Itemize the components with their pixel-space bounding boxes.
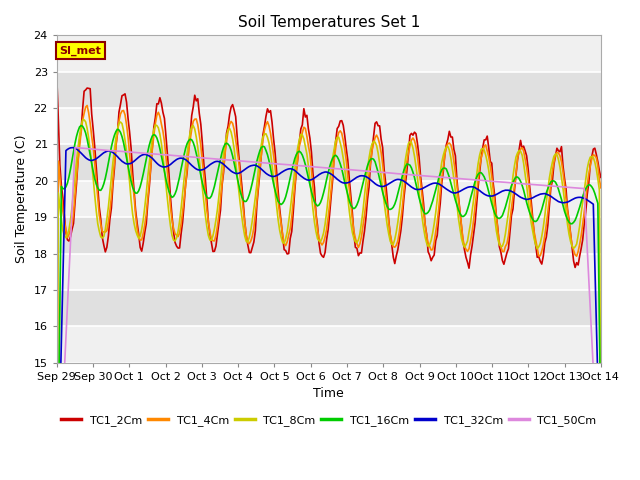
TC1_50Cm — [217, 156, 225, 162]
Bar — [57, 217, 601, 253]
TC1_4Cm — [597, 185, 605, 191]
TC1_16Cm — [217, 156, 225, 161]
TC1_4Cm — [217, 195, 225, 201]
TC1_32Cm — [568, 197, 576, 203]
TC1_16Cm — [121, 147, 129, 153]
TC1_8Cm — [80, 117, 88, 123]
Bar — [57, 253, 601, 290]
TC1_50Cm — [235, 158, 243, 164]
TC1_32Cm — [217, 159, 225, 165]
TC1_4Cm — [568, 243, 576, 249]
TC1_2Cm — [243, 232, 250, 238]
TC1_2Cm — [291, 188, 299, 193]
TC1_8Cm — [568, 243, 576, 249]
Legend: TC1_2Cm, TC1_4Cm, TC1_8Cm, TC1_16Cm, TC1_32Cm, TC1_50Cm: TC1_2Cm, TC1_4Cm, TC1_8Cm, TC1_16Cm, TC1… — [57, 411, 601, 431]
TC1_2Cm — [568, 244, 576, 250]
TC1_8Cm — [244, 239, 252, 245]
TC1_32Cm — [235, 170, 243, 176]
TC1_50Cm — [568, 185, 576, 191]
X-axis label: Time: Time — [314, 387, 344, 400]
TC1_2Cm — [53, 75, 61, 81]
Y-axis label: Soil Temperature (C): Soil Temperature (C) — [15, 135, 28, 264]
Line: TC1_8Cm: TC1_8Cm — [57, 120, 601, 434]
TC1_2Cm — [465, 265, 473, 271]
TC1_50Cm — [121, 149, 129, 155]
TC1_4Cm — [121, 112, 129, 118]
TC1_16Cm — [235, 182, 243, 188]
TC1_16Cm — [597, 439, 605, 445]
Line: TC1_32Cm: TC1_32Cm — [57, 148, 601, 480]
TC1_8Cm — [121, 137, 129, 143]
Line: TC1_16Cm: TC1_16Cm — [57, 126, 601, 480]
TC1_2Cm — [234, 133, 241, 139]
TC1_32Cm — [121, 160, 129, 166]
TC1_16Cm — [77, 123, 85, 129]
TC1_8Cm — [292, 154, 300, 160]
TC1_4Cm — [292, 168, 300, 174]
TC1_32Cm — [292, 169, 300, 175]
Bar — [57, 181, 601, 217]
Line: TC1_50Cm: TC1_50Cm — [57, 147, 601, 480]
Bar — [57, 72, 601, 108]
Bar — [57, 36, 601, 72]
TC1_50Cm — [244, 159, 252, 165]
TC1_8Cm — [217, 177, 225, 183]
Title: Soil Temperatures Set 1: Soil Temperatures Set 1 — [237, 15, 420, 30]
TC1_8Cm — [597, 431, 605, 437]
TC1_2Cm — [120, 92, 127, 98]
TC1_50Cm — [71, 144, 79, 150]
Bar — [57, 290, 601, 326]
TC1_8Cm — [53, 423, 61, 429]
TC1_4Cm — [83, 103, 91, 108]
TC1_16Cm — [244, 196, 252, 202]
TC1_2Cm — [215, 219, 223, 225]
TC1_16Cm — [292, 152, 300, 157]
TC1_4Cm — [244, 240, 252, 246]
Line: TC1_4Cm: TC1_4Cm — [57, 106, 601, 480]
Line: TC1_2Cm: TC1_2Cm — [57, 78, 601, 268]
Bar — [57, 108, 601, 144]
TC1_16Cm — [568, 221, 576, 227]
TC1_8Cm — [235, 187, 243, 193]
Bar — [57, 326, 601, 363]
TC1_2Cm — [597, 175, 605, 180]
TC1_4Cm — [235, 158, 243, 164]
Bar — [57, 144, 601, 181]
TC1_50Cm — [292, 163, 300, 168]
TC1_32Cm — [70, 145, 77, 151]
TC1_32Cm — [244, 165, 252, 170]
Text: SI_met: SI_met — [60, 45, 101, 56]
